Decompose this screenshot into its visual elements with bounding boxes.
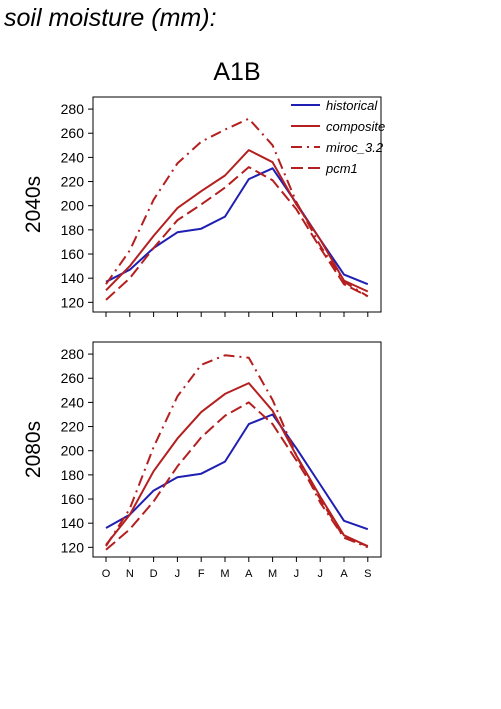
y-tick-label: 280 [61,101,85,117]
y-tick-label: 220 [61,419,85,435]
y-tick-label: 180 [61,222,85,238]
panel-2: 120 140 160 180 200 220 240 260 280 O N D J F M A M J J A S 2… [22,341,382,580]
panel-1: 120 140 160 180 200 220 240 260 280 2040s [22,96,382,317]
y-tick-label: 180 [61,467,85,483]
plot-frame [92,96,382,313]
scenario-title: A1B [213,58,261,86]
x-tick-label: D [150,568,158,580]
y-tick-label: 200 [61,443,85,459]
y-tick-label: 140 [61,270,85,286]
legend-label: miroc_3.2 [326,140,384,155]
y-tick-label: 140 [61,515,85,531]
y-tick-label: 160 [61,491,85,507]
x-tick-label: S [364,568,371,580]
y-tick-label: 260 [61,370,85,386]
x-tick-label: F [198,568,205,580]
x-tick-label: N [126,568,134,580]
series-line-pcm1 [105,166,369,301]
y-tick-label: 220 [61,174,85,190]
y-tick-label: 240 [61,149,85,165]
legend-label: historical [326,98,378,113]
legend: historical composite miroc_3.2 pcm1 [291,98,385,176]
x-tick-label: J [294,568,300,580]
series-line-composite [105,382,369,548]
x-tick-label: A [245,568,253,580]
series-line-miroc-3-2 [105,354,369,549]
y-tick-label: 240 [61,394,85,410]
series-line-pcm1 [105,401,369,551]
x-tick-label: M [220,568,229,580]
y-tick-label: 280 [61,346,85,362]
x-tick-label: O [102,568,111,580]
row-label: 2040s [22,176,45,233]
y-tick-label: 160 [61,246,85,262]
series-line-miroc-3-2 [105,117,369,298]
y-tick-label: 120 [61,539,85,555]
series-line-historical [105,413,369,531]
y-tick-label: 260 [61,125,85,141]
plot-frame [92,341,382,558]
x-tick-label: A [340,568,348,580]
x-tick-label: M [268,568,277,580]
page-title: soil moisture (mm): [4,4,217,32]
row-label: 2080s [22,421,45,478]
x-tick-label: J [317,568,323,580]
legend-label: composite [326,119,385,134]
legend-label: pcm1 [325,161,358,176]
x-tick-label: J [175,568,181,580]
series-line-composite [105,149,369,293]
y-tick-label: 200 [61,198,85,214]
series-line-historical [105,167,369,286]
y-tick-label: 120 [61,294,85,310]
